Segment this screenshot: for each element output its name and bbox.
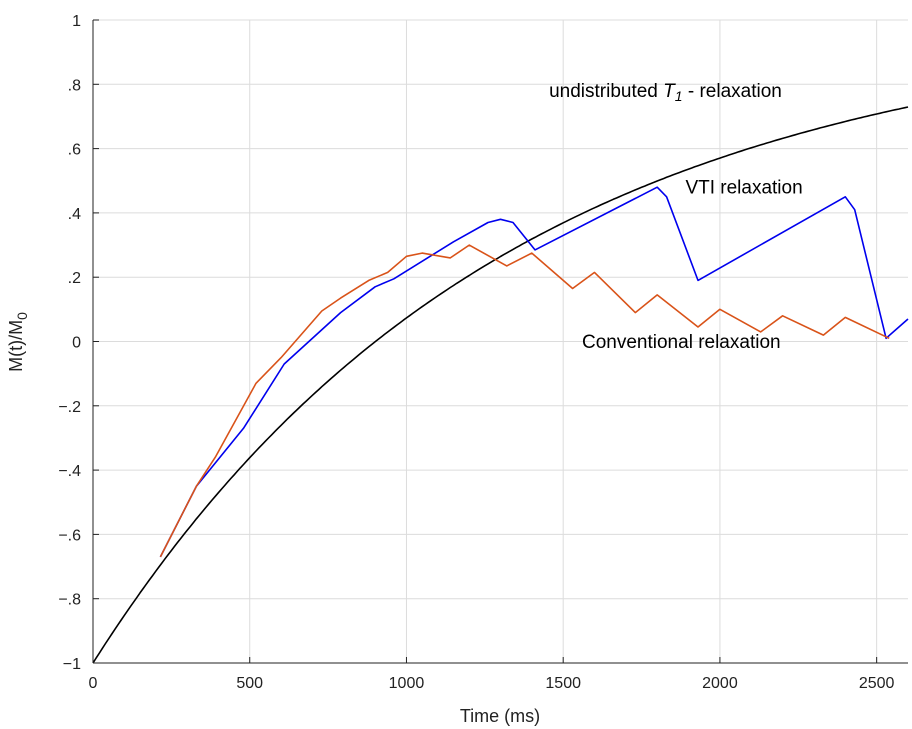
y-axis-title: M(t)/M0	[6, 312, 30, 372]
series-t1-relaxation-line	[92, 106, 909, 664]
y-tick-label: .2	[68, 270, 81, 287]
x-tick-label: 2000	[702, 675, 738, 692]
annotation-conv: Conventional relaxation	[582, 332, 781, 353]
y-tick-label: .6	[68, 142, 81, 159]
y-tick-label: 0	[72, 335, 81, 352]
y-tick-label: −.6	[58, 527, 81, 544]
grid-lines	[93, 19, 908, 663]
x-tick-label: 2500	[859, 675, 895, 692]
y-tick-label: −.4	[58, 463, 81, 480]
annotation-vti: VTI relaxation	[685, 178, 802, 199]
y-tick-label: 1	[72, 13, 81, 30]
y-tick-label: −.2	[58, 399, 81, 416]
axes-frame	[92, 19, 908, 664]
annotation-t1: undistributed T1 - relaxation	[549, 81, 782, 104]
x-tick-label: 0	[89, 675, 98, 692]
x-tick-label: 500	[236, 675, 263, 692]
tick-labels: −1 −.8 −.6 −.4 −.2 0 .2 .4 .6 .8 1 0 500 1000 1500 2000…	[58, 13, 894, 692]
y-tick-label: −1	[63, 656, 81, 673]
y-tick-label: .8	[68, 77, 81, 94]
y-axis-title-main: M(t)/M	[6, 320, 26, 372]
y-axis-title-subscript: 0	[14, 312, 30, 320]
annotations: undistributed T1 - relaxation VTI relaxat…	[549, 81, 803, 353]
x-tick-label: 1000	[389, 675, 425, 692]
x-axis-title: Time (ms)	[460, 706, 540, 726]
series-conventional-relaxation-line	[159, 244, 890, 558]
y-tick-label: .4	[68, 206, 81, 223]
series-group	[92, 106, 909, 664]
x-tick-label: 1500	[545, 675, 581, 692]
series-vti-relaxation-line	[159, 186, 909, 558]
y-tick-label: −.8	[58, 592, 81, 609]
